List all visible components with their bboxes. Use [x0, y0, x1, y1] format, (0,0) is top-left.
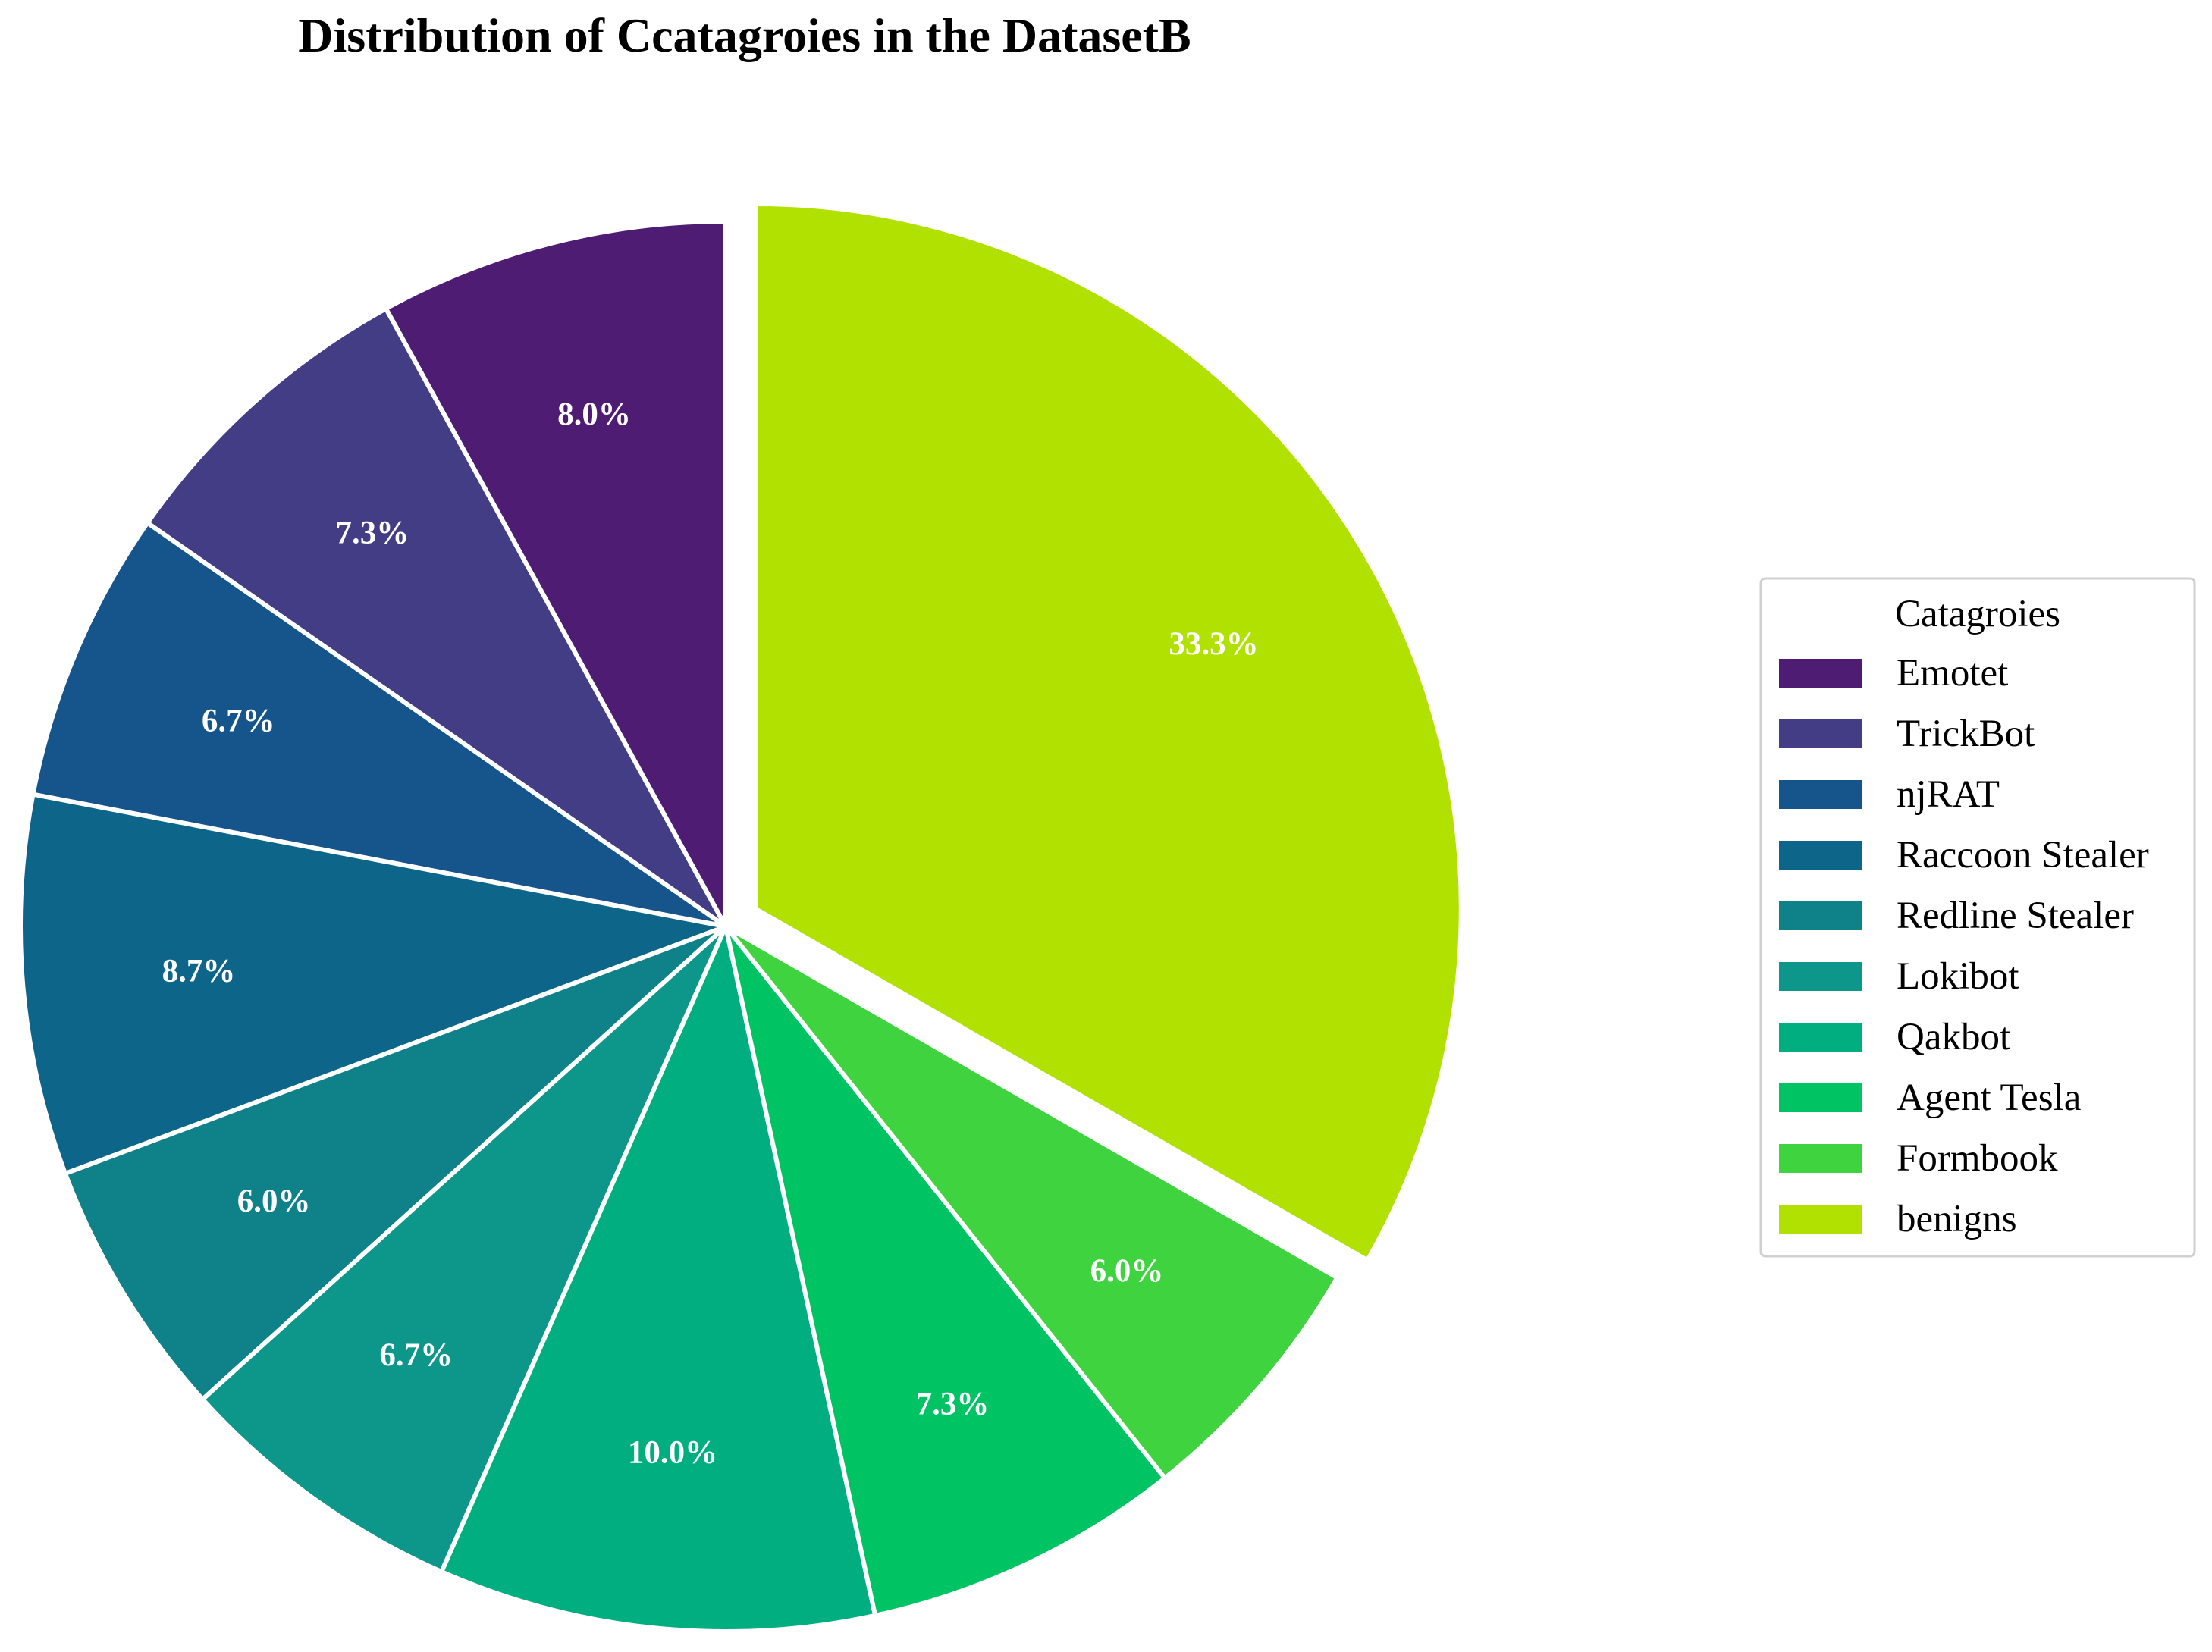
- slice-label-agent-tesla: 7.3%: [916, 1387, 990, 1422]
- legend-swatch-agent-tesla: [1779, 1083, 1862, 1112]
- legend-label-redline-stealer: Redline Stealer: [1897, 895, 2134, 937]
- legend-label-agent-tesla: Agent Tesla: [1897, 1077, 2081, 1119]
- slice-label-trickbot: 7.3%: [335, 516, 409, 551]
- legend-swatch-redline-stealer: [1779, 901, 1862, 930]
- pie-slices: [18, 201, 1464, 1634]
- pie-slice-trickbot: [145, 306, 728, 929]
- pie-slice-raccoon-stealer: [18, 792, 728, 1176]
- legend-frame: [1759, 577, 2196, 1258]
- legend-label-trickbot: TrickBot: [1897, 713, 2035, 755]
- slice-label-benigns: 33.3%: [1169, 626, 1258, 662]
- legend-label-njrat: njRAT: [1897, 773, 2000, 816]
- pie-slice-agent-tesla: [723, 924, 1168, 1618]
- slice-label-formbook: 6.0%: [1090, 1253, 1164, 1289]
- slice-label-njrat: 6.7%: [202, 704, 275, 739]
- legend-swatch-benigns: [1779, 1205, 1862, 1234]
- legend-swatch-raccoon-stealer: [1779, 841, 1862, 870]
- slice-label-redline-stealer: 6.0%: [237, 1183, 311, 1219]
- slice-label-qakbot: 10.0%: [628, 1434, 717, 1470]
- pie-slice-benigns: [753, 201, 1464, 1263]
- pie-slice-qakbot: [439, 924, 878, 1634]
- legend-swatch-lokibot: [1779, 962, 1862, 991]
- pie-slice-formbook: [723, 924, 1340, 1481]
- legend-swatch-trickbot: [1779, 719, 1862, 748]
- pie-slice-labels: 8.0% 7.3% 6.7% 8.7% 6.0% 6.7% 10.0% 7.3% 6.0% 33.…: [162, 397, 1259, 1471]
- legend-items: Emotet TrickBot njRAT Raccoon Stealer Redlin…: [1779, 652, 2149, 1240]
- pie-slice-redline-stealer: [63, 924, 728, 1402]
- legend-swatch-emotet: [1779, 659, 1862, 688]
- legend: Catagroies Emotet TrickBot njRAT Raccoon St…: [1759, 577, 2196, 1258]
- legend-label-qakbot: Qakbot: [1897, 1016, 2010, 1058]
- legend-label-benigns: benigns: [1897, 1198, 2017, 1240]
- legend-label-lokibot: Lokibot: [1897, 955, 2019, 998]
- legend-label-raccoon-stealer: Raccoon Stealer: [1897, 834, 2149, 876]
- legend-swatch-formbook: [1779, 1144, 1862, 1173]
- legend-title: Catagroies: [1895, 593, 2060, 635]
- slice-label-lokibot: 6.7%: [379, 1337, 453, 1373]
- legend-swatch-qakbot: [1779, 1023, 1862, 1052]
- slice-label-raccoon-stealer: 8.7%: [162, 954, 236, 989]
- legend-label-emotet: Emotet: [1897, 652, 2008, 694]
- chart-title: Distribution of Ccatagroies in the Datas…: [298, 8, 1191, 62]
- legend-swatch-njrat: [1779, 780, 1862, 809]
- pie-slice-lokibot: [200, 924, 728, 1575]
- legend-label-formbook: Formbook: [1897, 1137, 2058, 1180]
- pie-slice-emotet: [383, 219, 728, 929]
- slice-label-emotet: 8.0%: [557, 397, 631, 432]
